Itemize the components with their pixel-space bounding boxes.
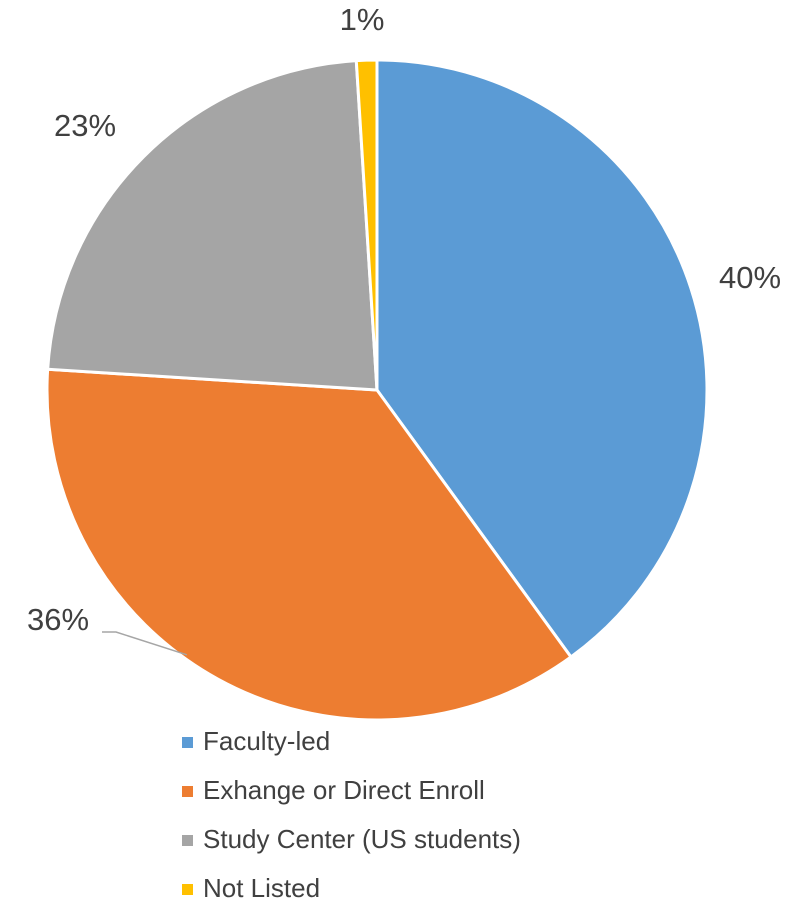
pie-slice xyxy=(375,58,709,660)
data-label: 40% xyxy=(719,260,781,295)
legend-label: Not Listed xyxy=(203,873,320,903)
legend-label: Study Center (US students) xyxy=(203,824,521,854)
pie-slice xyxy=(354,58,379,391)
pie-slice xyxy=(46,59,379,392)
data-label: 1% xyxy=(340,2,385,37)
legend-label: Exhange or Direct Enroll xyxy=(203,775,485,805)
data-label: 36% xyxy=(27,602,89,637)
legend-label: Faculty-led xyxy=(203,726,330,756)
legend-swatch xyxy=(182,786,193,797)
data-label: 23% xyxy=(54,108,116,143)
legend-swatch xyxy=(182,884,193,895)
legend-swatch xyxy=(182,835,193,846)
pie-slice xyxy=(45,367,574,722)
leader-line xyxy=(102,631,188,656)
legend-swatch xyxy=(182,737,193,748)
